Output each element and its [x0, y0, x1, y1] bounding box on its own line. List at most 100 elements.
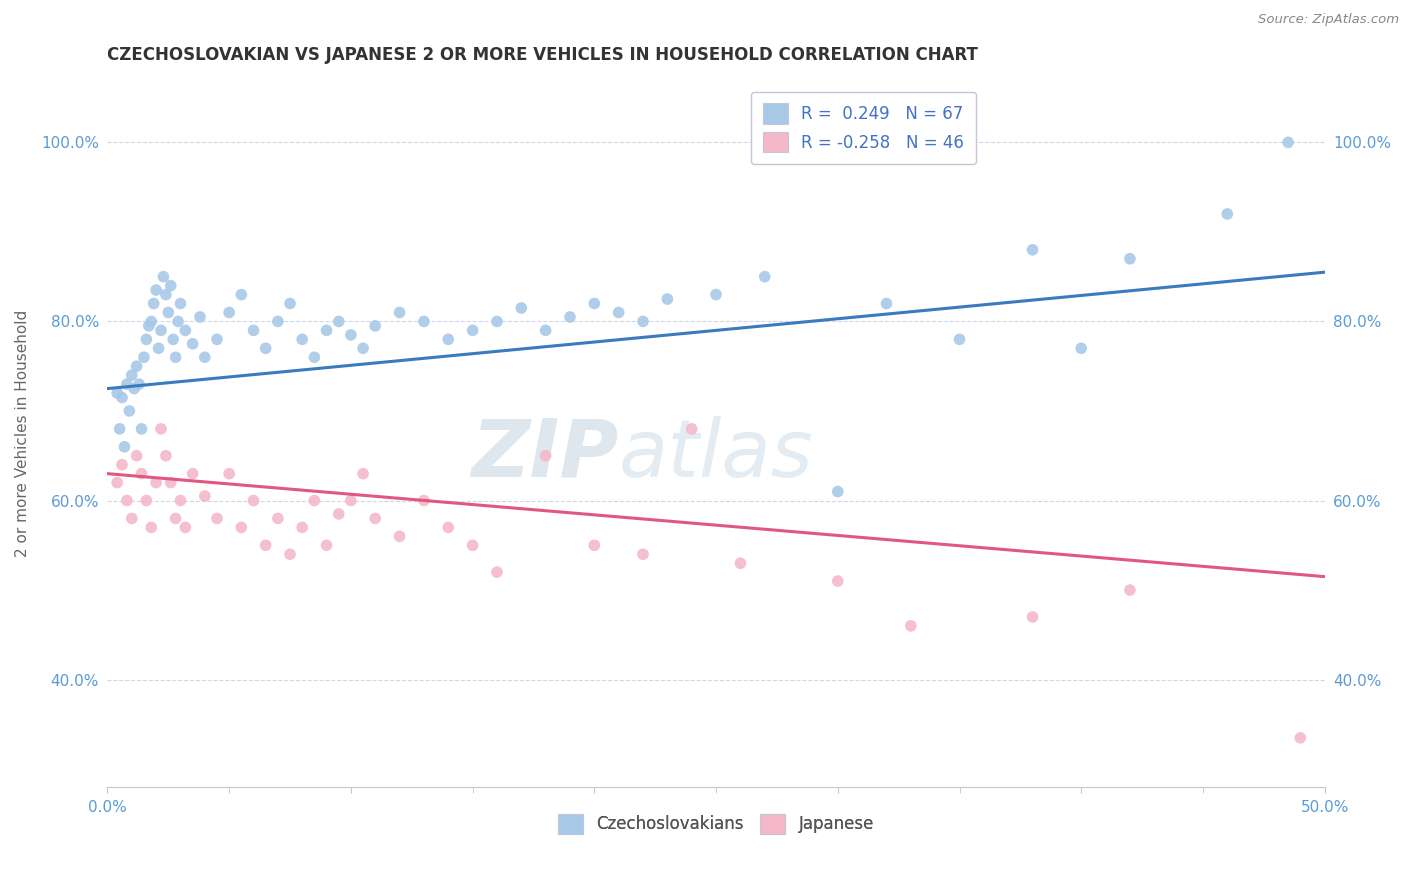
Point [730, 556, 752, 570]
Point [188, 310, 211, 324]
Point [1289, 731, 1312, 745]
Point [181, 336, 204, 351]
Point [194, 351, 217, 365]
Point [145, 475, 167, 490]
Point [413, 493, 436, 508]
Point [167, 314, 190, 328]
Point [328, 507, 350, 521]
Point [108, 422, 131, 436]
Point [181, 467, 204, 481]
Point [231, 287, 253, 301]
Point [169, 296, 191, 310]
Point [205, 332, 228, 346]
Point [534, 449, 557, 463]
Point [105, 386, 128, 401]
Legend: Czechoslovakians, Japanese: Czechoslovakians, Japanese [550, 805, 883, 842]
Point [111, 391, 134, 405]
Point [128, 377, 150, 392]
Point [631, 547, 654, 561]
Point [142, 296, 165, 310]
Point [558, 310, 581, 324]
Point [267, 314, 290, 328]
Point [340, 493, 363, 508]
Point [174, 323, 197, 337]
Point [364, 318, 387, 333]
Point [352, 341, 374, 355]
Text: ZIP: ZIP [471, 416, 619, 493]
Point [118, 404, 141, 418]
Point [141, 314, 163, 328]
Point [461, 323, 484, 337]
Point [125, 359, 148, 374]
Point [510, 301, 533, 315]
Point [485, 565, 508, 579]
Point [155, 449, 177, 463]
Point [583, 538, 606, 552]
Point [162, 332, 184, 346]
Point [900, 619, 922, 633]
Point [111, 458, 134, 472]
Point [278, 296, 301, 310]
Point [155, 287, 177, 301]
Point [754, 269, 776, 284]
Point [1277, 136, 1299, 150]
Point [304, 351, 326, 365]
Point [352, 467, 374, 481]
Point [827, 484, 849, 499]
Point [242, 493, 264, 508]
Point [278, 547, 301, 561]
Point [165, 351, 187, 365]
Point [315, 323, 337, 337]
Point [461, 538, 484, 552]
Point [145, 283, 167, 297]
Point [150, 323, 173, 337]
Point [657, 292, 679, 306]
Point [388, 529, 411, 543]
Point [131, 422, 153, 436]
Point [681, 422, 703, 436]
Point [194, 489, 217, 503]
Point [704, 287, 727, 301]
Point [105, 475, 128, 490]
Point [121, 511, 143, 525]
Point [437, 332, 460, 346]
Point [242, 323, 264, 337]
Point [875, 296, 897, 310]
Point [1021, 610, 1043, 624]
Point [254, 538, 277, 552]
Point [631, 314, 654, 328]
Point [1021, 243, 1043, 257]
Point [1216, 207, 1239, 221]
Point [291, 520, 314, 534]
Point [132, 351, 155, 365]
Point [364, 511, 387, 525]
Point [413, 314, 436, 328]
Point [131, 467, 153, 481]
Point [607, 305, 630, 319]
Text: Source: ZipAtlas.com: Source: ZipAtlas.com [1258, 13, 1399, 27]
Text: CZECHOSLOVAKIAN VS JAPANESE 2 OR MORE VEHICLES IN HOUSEHOLD CORRELATION CHART: CZECHOSLOVAKIAN VS JAPANESE 2 OR MORE VE… [107, 46, 979, 64]
Point [218, 467, 240, 481]
Point [1119, 252, 1142, 266]
Point [304, 493, 326, 508]
Point [159, 475, 181, 490]
Text: atlas: atlas [619, 416, 814, 493]
Point [141, 520, 163, 534]
Point [138, 318, 160, 333]
Point [254, 341, 277, 355]
Point [121, 368, 143, 383]
Point [388, 305, 411, 319]
Point [291, 332, 314, 346]
Point [169, 493, 191, 508]
Point [148, 341, 170, 355]
Point [1070, 341, 1092, 355]
Point [231, 520, 253, 534]
Y-axis label: 2 or more Vehicles in Household: 2 or more Vehicles in Household [15, 310, 30, 557]
Point [115, 377, 138, 392]
Point [174, 520, 197, 534]
Point [159, 278, 181, 293]
Point [125, 449, 148, 463]
Point [114, 440, 136, 454]
Point [157, 305, 180, 319]
Point [437, 520, 460, 534]
